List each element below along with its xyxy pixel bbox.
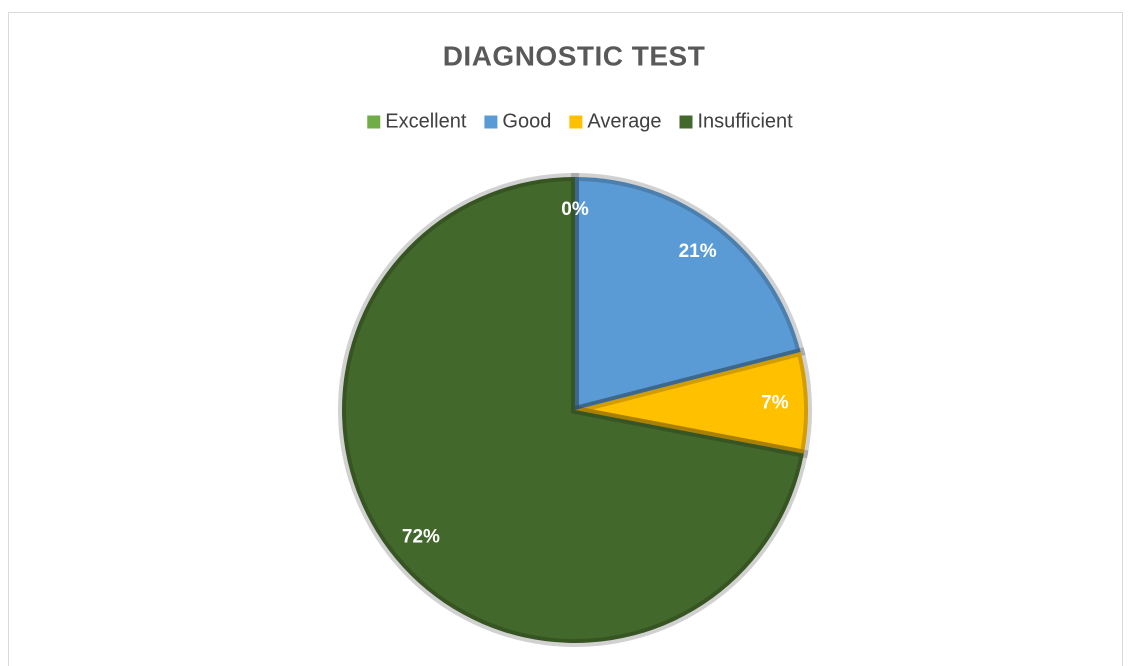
data-label: 72% (402, 527, 440, 548)
legend: Excellent Good Average Insufficient (367, 110, 793, 132)
legend-swatch (569, 115, 583, 129)
data-label: 7% (761, 393, 789, 414)
pie-slice-edge (571, 172, 806, 416)
data-label: 0% (561, 199, 589, 220)
pie-slice (341, 177, 804, 643)
legend-label: Insufficient (697, 110, 793, 132)
pie-slice-edge (338, 172, 809, 647)
legend-label: Average (587, 110, 661, 132)
pie-slice-edge (574, 347, 812, 459)
legend-label: Good (502, 110, 551, 132)
chart-title: DIAGNOSTIC TEST (443, 40, 706, 71)
legend-swatch (484, 115, 498, 129)
legend-swatch (679, 115, 693, 129)
pie-slice (575, 177, 801, 410)
legend-swatch (367, 115, 381, 129)
legend-label: Excellent (385, 110, 467, 132)
data-label: 21% (679, 241, 717, 262)
pie-slice (575, 352, 808, 454)
